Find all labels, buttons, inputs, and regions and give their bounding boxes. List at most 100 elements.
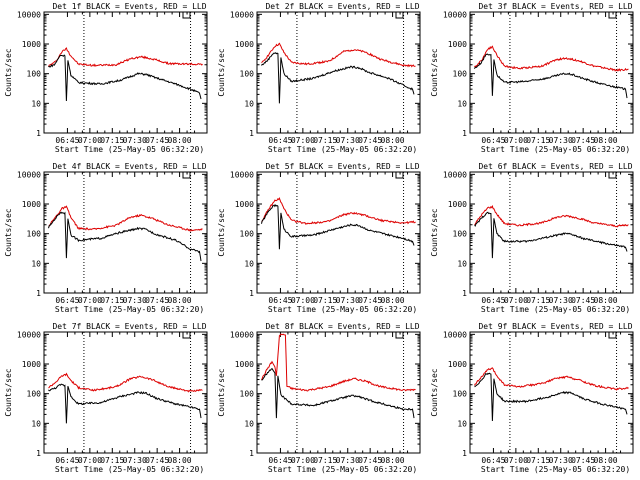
y-tick-label: 1 [36, 449, 41, 458]
chart-title: Det 1f BLACK = Events, RED = LLD [52, 2, 206, 11]
x-tick-label: 07:00 [504, 296, 528, 305]
events-series-line [48, 383, 202, 424]
x-tick-label: 07:45 [571, 296, 595, 305]
chart-title: Det 9f BLACK = Events, RED = LLD [478, 322, 632, 331]
x-tick-label: 07:00 [78, 456, 102, 465]
y-axis-label: Counts/sec [217, 368, 226, 416]
x-tick-label: 07:00 [78, 136, 102, 145]
x-tick-label: 08:00 [594, 456, 618, 465]
x-tick-label: 08:00 [168, 456, 192, 465]
y-tick-label: 10000 [443, 170, 467, 179]
lld-series-line [474, 45, 629, 72]
y-tick-label: 10 [31, 259, 41, 268]
plot-frame [256, 331, 421, 454]
x-tick-label: 07:45 [571, 136, 595, 145]
x-tick-label: 07:15 [313, 136, 337, 145]
x-tick-label: 07:45 [145, 136, 169, 145]
y-tick-label: 10000 [17, 330, 41, 339]
chart-title: Det 6f BLACK = Events, RED = LLD [478, 162, 632, 171]
y-tick-label: 1000 [235, 40, 254, 49]
y-axis-label: Counts/sec [4, 48, 13, 96]
y-tick-label: 10 [31, 99, 41, 108]
y-tick-label: 100 [240, 70, 255, 79]
plot-frame [469, 11, 634, 134]
plot-frame [256, 171, 421, 294]
events-series-line [48, 54, 202, 102]
lld-series-line [48, 372, 203, 393]
x-tick-label: 07:30 [336, 136, 360, 145]
y-tick-label: 10000 [17, 10, 41, 19]
y-tick-label: 100 [453, 390, 468, 399]
y-axis-label: Counts/sec [4, 368, 13, 416]
legend-box [182, 331, 191, 339]
x-tick-label: 07:00 [504, 136, 528, 145]
lld-series-line [261, 333, 416, 392]
x-axis-label: Start Time (25-May-05 06:32:20) [481, 465, 630, 474]
y-tick-label: 10000 [230, 170, 254, 179]
chart-title: Det 3f BLACK = Events, RED = LLD [478, 2, 632, 11]
lld-series-line [261, 42, 416, 68]
y-tick-label: 100 [27, 230, 42, 239]
x-tick-label: 07:30 [549, 136, 573, 145]
plot-frame [469, 331, 634, 454]
x-tick-label: 06:45 [268, 296, 292, 305]
x-tick-label: 07:30 [123, 296, 147, 305]
x-axis-label: Start Time (25-May-05 06:32:20) [55, 145, 204, 154]
x-tick-label: 08:00 [381, 456, 405, 465]
legend-box [182, 171, 191, 179]
lld-series-line [48, 47, 203, 68]
x-tick-label: 08:00 [594, 296, 618, 305]
events-series-line [261, 367, 415, 419]
x-tick-label: 07:15 [100, 296, 124, 305]
chart-title: Det 5f BLACK = Events, RED = LLD [265, 162, 419, 171]
y-axis-label: Counts/sec [217, 208, 226, 256]
y-tick-label: 1 [462, 289, 467, 298]
x-tick-label: 06:45 [268, 456, 292, 465]
lld-series-line [261, 196, 416, 225]
chart-panel-8: Det 8f BLACK = Events, RED = LLD 1 10 100 10… [217, 322, 421, 474]
plot-frame [43, 331, 208, 454]
y-tick-label: 1000 [22, 200, 41, 209]
chart-title: Det 2f BLACK = Events, RED = LLD [265, 2, 419, 11]
y-tick-label: 1 [249, 289, 254, 298]
chart-panel-2: Det 2f BLACK = Events, RED = LLD 1 10 100 10… [217, 2, 421, 154]
y-tick-label: 10000 [230, 10, 254, 19]
y-tick-label: 1000 [235, 360, 254, 369]
x-tick-label: 06:45 [481, 136, 505, 145]
x-axis-label: Start Time (25-May-05 06:32:20) [268, 305, 417, 314]
legend-box [182, 11, 191, 19]
x-axis-label: Start Time (25-May-05 06:32:20) [481, 305, 630, 314]
x-tick-label: 07:45 [358, 456, 382, 465]
x-tick-label: 08:00 [381, 136, 405, 145]
lld-series-line [48, 205, 203, 232]
x-tick-label: 06:45 [481, 456, 505, 465]
chart-panel-1: Det 1f BLACK = Events, RED = LLD 1 10 100 10… [4, 2, 208, 154]
events-series-line [261, 204, 415, 250]
chart-panel-7: Det 7f BLACK = Events, RED = LLD 1 10 100 10… [4, 322, 208, 474]
events-series-line [48, 211, 202, 262]
y-tick-label: 1000 [235, 200, 254, 209]
x-tick-label: 07:15 [526, 456, 550, 465]
chart-panel-5: Det 5f BLACK = Events, RED = LLD 1 10 100 10… [217, 162, 421, 314]
legend-box [608, 171, 617, 179]
y-tick-label: 1000 [448, 40, 467, 49]
y-tick-label: 1000 [22, 360, 41, 369]
x-tick-label: 07:15 [526, 136, 550, 145]
x-tick-label: 07:30 [336, 296, 360, 305]
chart-panel-3: Det 3f BLACK = Events, RED = LLD 1 10 100 10… [430, 2, 634, 154]
y-tick-label: 100 [240, 230, 255, 239]
events-series-line [474, 211, 628, 259]
chart-title: Det 4f BLACK = Events, RED = LLD [52, 162, 206, 171]
x-tick-label: 07:15 [100, 456, 124, 465]
chart-title: Det 7f BLACK = Events, RED = LLD [52, 322, 206, 331]
x-tick-label: 08:00 [168, 136, 192, 145]
x-tick-label: 07:45 [571, 456, 595, 465]
y-tick-label: 10 [457, 259, 467, 268]
y-tick-label: 10 [457, 419, 467, 428]
y-tick-label: 10000 [230, 330, 254, 339]
plot-frame [43, 11, 208, 134]
x-axis-label: Start Time (25-May-05 06:32:20) [481, 145, 630, 154]
x-tick-label: 08:00 [594, 136, 618, 145]
y-tick-label: 100 [27, 70, 42, 79]
chart-panel-6: Det 6f BLACK = Events, RED = LLD 1 10 100 10… [430, 162, 634, 314]
